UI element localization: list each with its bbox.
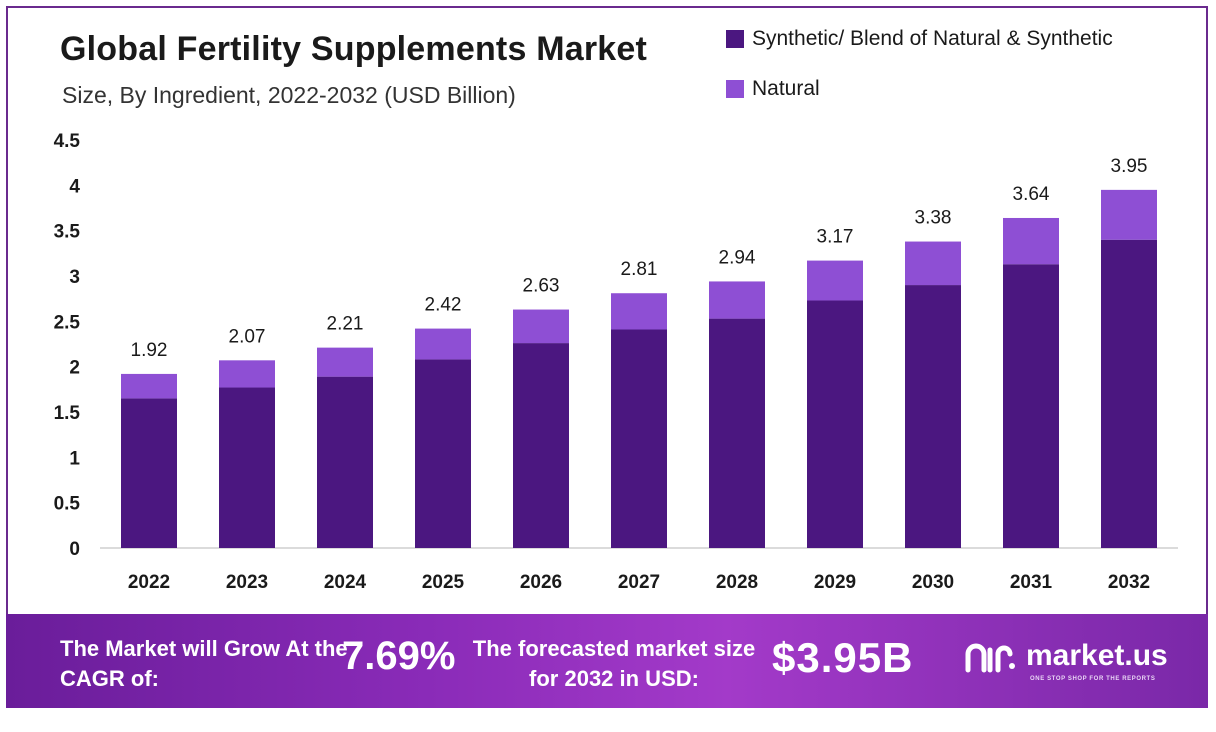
bar-segment-synthetic bbox=[513, 343, 569, 548]
y-tick-label: 1.5 bbox=[54, 403, 81, 424]
x-tick-label: 2024 bbox=[324, 572, 367, 593]
bar-segment-natural bbox=[709, 281, 765, 319]
x-tick-label: 2032 bbox=[1108, 572, 1150, 593]
x-tick-label: 2022 bbox=[128, 572, 170, 593]
bar-segment-natural bbox=[121, 373, 177, 399]
bar-segment-synthetic bbox=[219, 387, 275, 548]
legend-label-synthetic: Synthetic/ Blend of Natural & Synthetic bbox=[752, 27, 1113, 50]
y-tick-label: 3.5 bbox=[54, 222, 81, 243]
x-tick-label: 2029 bbox=[814, 572, 856, 593]
data-label-total: 3.95 bbox=[1111, 156, 1148, 177]
x-tick-label: 2030 bbox=[912, 572, 954, 593]
chart-subtitle: Size, By Ingredient, 2022-2032 (USD Bill… bbox=[62, 82, 516, 108]
data-label-total: 3.38 bbox=[915, 208, 952, 229]
bar-segment-synthetic bbox=[709, 318, 765, 548]
bar-segment-natural bbox=[905, 241, 961, 286]
x-tick-label: 2028 bbox=[716, 572, 758, 593]
cagr-label: The Market will Grow At the CAGR of: bbox=[60, 636, 348, 691]
brand-tagline: ONE STOP SHOP FOR THE REPORTS bbox=[1030, 676, 1156, 682]
legend-swatch-synthetic bbox=[726, 30, 744, 48]
chart-legend: Synthetic/ Blend of Natural & Synthetic … bbox=[726, 26, 1113, 126]
data-label-total: 1.92 bbox=[131, 340, 168, 361]
bar-segment-synthetic bbox=[905, 285, 961, 548]
bar-segment-synthetic bbox=[807, 300, 863, 548]
x-tick-label: 2027 bbox=[618, 572, 660, 593]
bar-segment-natural bbox=[611, 293, 667, 330]
cagr-value: 7.69% bbox=[342, 634, 456, 678]
y-tick-label: 0 bbox=[69, 539, 80, 560]
data-label-total: 2.07 bbox=[229, 326, 266, 347]
data-label-total: 3.17 bbox=[817, 227, 854, 248]
y-tick-label: 2.5 bbox=[54, 312, 81, 333]
data-label-total: 2.42 bbox=[425, 295, 462, 316]
data-label-total: 2.21 bbox=[327, 314, 364, 335]
bar-segment-synthetic bbox=[1003, 264, 1059, 548]
bar-segment-natural bbox=[415, 328, 471, 360]
legend-swatch-natural bbox=[726, 80, 744, 98]
data-label-total: 3.64 bbox=[1013, 184, 1050, 205]
bar-segment-synthetic bbox=[121, 398, 177, 548]
bar-segment-natural bbox=[513, 309, 569, 344]
data-label-total: 2.63 bbox=[523, 276, 560, 297]
x-tick-label: 2031 bbox=[1010, 572, 1053, 593]
bar-segment-synthetic bbox=[317, 376, 373, 548]
legend-item-synthetic: Synthetic/ Blend of Natural & Synthetic bbox=[726, 26, 1113, 52]
data-label-total: 2.94 bbox=[719, 247, 756, 268]
bar-segment-natural bbox=[219, 360, 275, 388]
y-tick-label: 2 bbox=[69, 358, 80, 379]
y-tick-label: 1 bbox=[69, 448, 80, 469]
brand-name: market.us bbox=[1026, 639, 1168, 672]
market-us-logo-icon bbox=[965, 643, 1015, 673]
chart-title: Global Fertility Supplements Market bbox=[60, 30, 648, 68]
bar-segment-natural bbox=[1003, 217, 1059, 265]
forecast-label: The forecasted market size for 2032 in U… bbox=[472, 636, 756, 691]
legend-item-natural: Natural bbox=[726, 76, 1113, 102]
bar-segment-synthetic bbox=[611, 329, 667, 548]
x-tick-label: 2025 bbox=[422, 572, 465, 593]
footer-banner: The Market will Grow At the CAGR of: 7.6… bbox=[6, 614, 1208, 708]
bar-segment-natural bbox=[1101, 189, 1157, 240]
bar-segment-natural bbox=[807, 260, 863, 301]
bar-segment-synthetic bbox=[1101, 239, 1157, 548]
y-tick-label: 3 bbox=[69, 267, 80, 288]
data-label-total: 2.81 bbox=[621, 259, 658, 280]
y-tick-label: 4 bbox=[69, 176, 80, 197]
x-tick-label: 2026 bbox=[520, 572, 562, 593]
legend-label-natural: Natural bbox=[752, 77, 820, 100]
y-tick-label: 0.5 bbox=[54, 494, 81, 515]
bar-segment-synthetic bbox=[415, 359, 471, 548]
x-tick-label: 2023 bbox=[226, 572, 268, 593]
y-tick-label: 4.5 bbox=[54, 131, 81, 152]
forecast-value: $3.95B bbox=[772, 634, 914, 681]
brand-logo: market.us bbox=[962, 636, 1168, 676]
bar-chart: 0 0.5 1 1.5 2 2.5 3 3.5 4 4.5 1.92 2022 2.07 2023 2.21… bbox=[54, 131, 1178, 593]
bar-segment-natural bbox=[317, 347, 373, 377]
